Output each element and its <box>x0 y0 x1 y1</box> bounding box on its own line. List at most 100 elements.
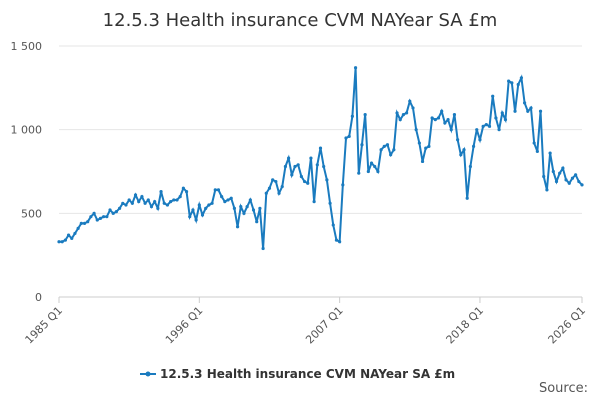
data-point <box>102 215 106 219</box>
legend-label: 12.5.3 Health insurance CVM NAYear SA £m <box>160 367 455 381</box>
data-point <box>293 164 297 169</box>
data-point <box>554 179 559 184</box>
data-point <box>503 118 508 122</box>
data-point <box>130 201 134 205</box>
data-point <box>175 198 179 202</box>
data-point <box>79 221 83 225</box>
data-point <box>271 178 275 182</box>
data-point <box>497 128 501 132</box>
data-point <box>408 99 412 103</box>
data-point <box>229 196 233 200</box>
data-point <box>382 144 386 148</box>
data-point <box>261 246 265 251</box>
data-point <box>213 188 217 192</box>
data-point <box>66 233 71 237</box>
data-point <box>124 203 128 207</box>
data-point <box>63 238 67 242</box>
data-point <box>475 128 479 132</box>
data-point <box>315 163 319 167</box>
data-point <box>360 143 364 147</box>
data-point <box>487 124 492 128</box>
data-point <box>353 66 358 70</box>
x-tick-label: 2018 Q1 <box>444 304 487 347</box>
data-point <box>398 118 402 122</box>
data-point <box>462 148 466 152</box>
data-point <box>133 193 138 197</box>
data-point <box>436 116 441 120</box>
data-point <box>105 215 109 219</box>
data-point <box>216 188 221 192</box>
x-tick-label: 1996 Q1 <box>163 304 206 347</box>
data-point <box>347 134 351 138</box>
data-point <box>491 94 495 98</box>
data-point <box>121 201 125 205</box>
data-point <box>312 200 316 204</box>
data-point <box>223 200 227 204</box>
data-point <box>574 173 578 177</box>
data-point <box>245 205 249 209</box>
data-point <box>465 196 469 200</box>
data-point <box>325 178 329 182</box>
data-point <box>95 218 99 222</box>
data-point <box>580 183 584 187</box>
data-point <box>108 208 112 212</box>
data-point <box>318 146 323 150</box>
data-point <box>440 109 444 113</box>
data-point <box>220 195 224 199</box>
data-point <box>258 206 262 210</box>
data-point <box>248 198 252 202</box>
data-point <box>392 148 396 152</box>
data-point <box>86 220 90 224</box>
data-point <box>401 113 406 117</box>
data-point <box>507 79 511 83</box>
data-point <box>264 191 268 195</box>
data-point <box>159 189 163 194</box>
data-point <box>379 148 383 152</box>
data-point <box>146 198 150 202</box>
data-point <box>350 114 354 118</box>
data-point <box>561 166 565 170</box>
data-point <box>535 149 539 154</box>
data-point <box>111 211 115 215</box>
x-tick-label: 2007 Q1 <box>303 304 346 347</box>
data-point <box>306 181 310 185</box>
data-point <box>73 231 77 236</box>
data-point <box>452 113 457 117</box>
y-tick-label: 500 <box>21 207 42 220</box>
data-point <box>178 195 182 199</box>
data-point <box>149 205 154 209</box>
data-point <box>184 189 189 194</box>
data-point <box>226 198 230 202</box>
data-point <box>532 141 536 145</box>
data-point <box>92 211 96 215</box>
data-point <box>210 201 214 205</box>
series-line <box>59 67 583 249</box>
data-point <box>471 144 476 148</box>
data-point <box>82 221 87 225</box>
data-point <box>181 186 185 190</box>
data-point <box>433 118 437 122</box>
data-point <box>60 240 64 244</box>
data-point <box>542 174 546 179</box>
x-tick-label: 1985 Q1 <box>23 304 66 347</box>
data-point <box>344 136 348 140</box>
data-point <box>430 116 434 120</box>
data-point <box>516 82 520 87</box>
data-point <box>156 206 160 210</box>
data-point <box>389 153 393 157</box>
data-point <box>468 164 472 169</box>
source: Source: <box>539 381 588 396</box>
data-point <box>341 183 345 187</box>
data-point <box>459 153 463 157</box>
data-point <box>385 143 390 147</box>
data-point <box>481 124 485 128</box>
data-point <box>420 159 425 164</box>
data-point <box>363 113 367 117</box>
data-point <box>274 179 278 184</box>
y-tick-label: 1 000 <box>11 124 43 137</box>
data-point <box>172 198 176 202</box>
data-point <box>299 174 303 179</box>
legend-marker <box>145 371 151 377</box>
data-point <box>494 116 498 120</box>
data-point <box>513 109 517 113</box>
